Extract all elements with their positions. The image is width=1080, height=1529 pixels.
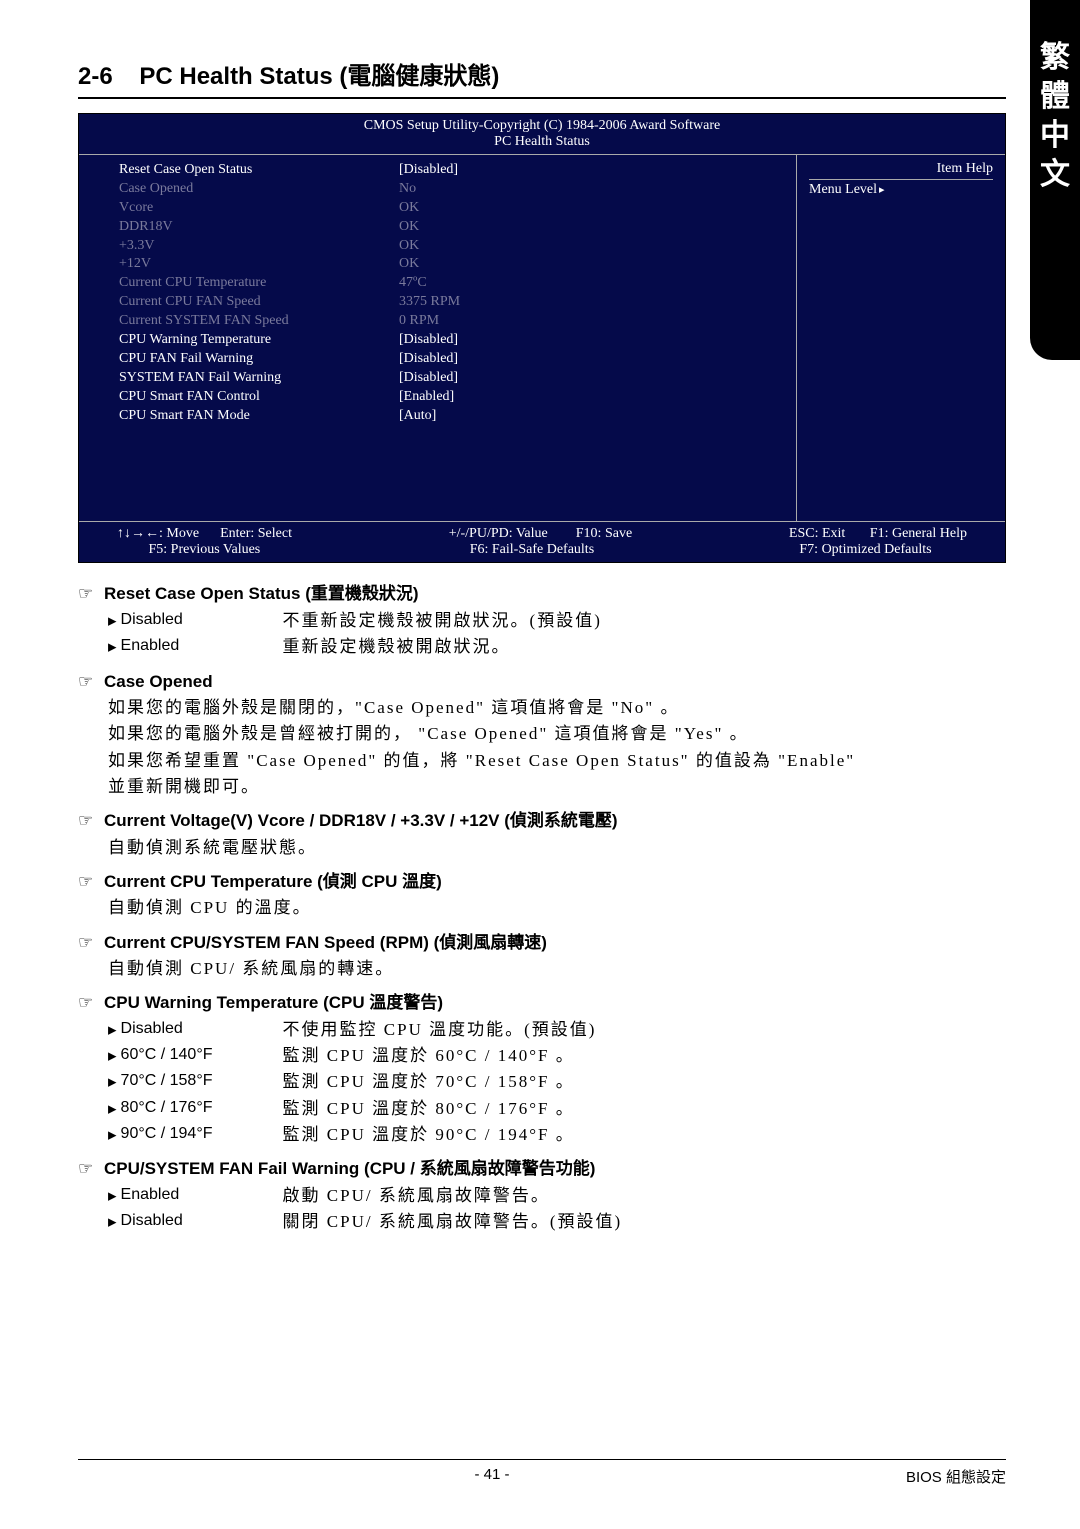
section-title: 2-6 PC Health Status (電腦健康狀態) — [78, 56, 1006, 91]
bios-setting-row: CPU FAN Fail Warning[Disabled] — [119, 350, 796, 369]
doc-description: 自動偵測 CPU/ 系統風扇的轉速。 — [78, 956, 1006, 982]
bios-setting-value: [Enabled] — [399, 388, 454, 407]
bios-setting-row: +3.3VOK — [119, 237, 796, 256]
bios-setting-row: Current CPU Temperature47ºC — [119, 274, 796, 293]
bios-setting-row: CPU Smart FAN Mode[Auto] — [119, 407, 796, 426]
bios-setting-label: CPU FAN Fail Warning — [119, 350, 399, 369]
doc-option-row: ▸Enabled重新設定機殼被開啟狀況。 — [78, 634, 1006, 660]
doc-item-heading: ☞ CPU/SYSTEM FAN Fail Warning (CPU / 系統風… — [78, 1156, 1006, 1182]
bios-setting-value: [Disabled] — [399, 161, 458, 180]
bios-help-panel: Item Help Menu Level — [797, 155, 1005, 521]
bios-setting-label: Case Opened — [119, 180, 399, 199]
bios-setting-value: No — [399, 180, 416, 199]
bios-setting-row: CPU Warning Temperature[Disabled] — [119, 331, 796, 350]
bios-setting-row: Current SYSTEM FAN Speed0 RPM — [119, 312, 796, 331]
doc-option-row: ▸Enabled啟動 CPU/ 系統風扇故障警告。 — [78, 1183, 1006, 1209]
bios-setting-row: +12VOK — [119, 255, 796, 274]
page-footer: - 41 - BIOS 組態設定 — [78, 1459, 1006, 1487]
bios-settings-panel: Reset Case Open Status[Disabled]Case Ope… — [79, 155, 797, 521]
bios-setting-value: [Auto] — [399, 407, 436, 426]
bios-header-line: PC Health Status — [79, 134, 1005, 150]
doc-option-row: ▸70°C / 158°F監測 CPU 溫度於 70°C / 158°F 。 — [78, 1069, 1006, 1095]
bios-setting-value: [Disabled] — [399, 369, 458, 388]
doc-option-row: ▸90°C / 194°F監測 CPU 溫度於 90°C / 194°F 。 — [78, 1122, 1006, 1148]
doc-item-heading: ☞ Current Voltage(V) Vcore / DDR18V / +3… — [78, 808, 1006, 834]
bios-header-line: CMOS Setup Utility-Copyright (C) 1984-20… — [79, 118, 1005, 134]
bios-setting-label: Vcore — [119, 199, 399, 218]
bios-setting-label: +12V — [119, 255, 399, 274]
bios-setting-value: OK — [399, 218, 419, 237]
bios-setting-label: +3.3V — [119, 237, 399, 256]
bios-setting-label: Current SYSTEM FAN Speed — [119, 312, 399, 331]
bios-header: CMOS Setup Utility-Copyright (C) 1984-20… — [79, 114, 1005, 155]
section-underline — [78, 97, 1006, 99]
bios-setting-row: Current CPU FAN Speed3375 RPM — [119, 293, 796, 312]
footer-right: BIOS 組態設定 — [906, 1466, 1006, 1487]
bios-setting-row: SYSTEM FAN Fail Warning[Disabled] — [119, 369, 796, 388]
bios-screenshot: CMOS Setup Utility-Copyright (C) 1984-20… — [78, 113, 1006, 563]
doc-description: 並重新開機即可。 — [78, 774, 1006, 800]
doc-description: 如果您的電腦外殼是曾經被打開的， "Case Opened" 這項值將會是 "Y… — [78, 721, 1006, 747]
bios-setting-label: DDR18V — [119, 218, 399, 237]
bios-footer: ↑↓→←: Move Enter: Select F5: Previous Va… — [79, 521, 1005, 562]
page-number: - 41 - — [474, 1466, 509, 1487]
doc-option-row: ▸60°C / 140°F監測 CPU 溫度於 60°C / 140°F 。 — [78, 1043, 1006, 1069]
doc-description: 自動偵測系統電壓狀態。 — [78, 835, 1006, 861]
bios-setting-value: OK — [399, 255, 419, 274]
bios-setting-label: Reset Case Open Status — [119, 161, 399, 180]
side-language-tab: 繁 體 中 文 — [1030, 0, 1080, 360]
bios-footer-col: +/-/PU/PD: Value F10: Save F6: Fail-Safe… — [449, 526, 632, 558]
doc-item-heading: ☞ Current CPU/SYSTEM FAN Speed (RPM) (偵測… — [78, 930, 1006, 956]
bios-setting-value: 0 RPM — [399, 312, 439, 331]
bios-setting-label: CPU Smart FAN Control — [119, 388, 399, 407]
bios-setting-label: Current CPU Temperature — [119, 274, 399, 293]
side-char: 繁 — [1040, 38, 1070, 77]
side-char: 文 — [1040, 155, 1070, 194]
bios-setting-label: CPU Smart FAN Mode — [119, 407, 399, 426]
doc-item-heading: ☞ CPU Warning Temperature (CPU 溫度警告) — [78, 990, 1006, 1016]
doc-item-heading: ☞ Case Opened — [78, 669, 1006, 695]
bios-setting-value: [Disabled] — [399, 350, 458, 369]
bios-footer-col: ESC: Exit F1: General Help F7: Optimized… — [789, 526, 967, 558]
bios-setting-row: Case OpenedNo — [119, 180, 796, 199]
bios-footer-col: ↑↓→←: Move Enter: Select F5: Previous Va… — [117, 526, 292, 558]
doc-option-row: ▸80°C / 176°F監測 CPU 溫度於 80°C / 176°F 。 — [78, 1096, 1006, 1122]
bios-setting-label: Current CPU FAN Speed — [119, 293, 399, 312]
bios-setting-row: Reset Case Open Status[Disabled] — [119, 161, 796, 180]
bios-setting-value: OK — [399, 199, 419, 218]
doc-description: 自動偵測 CPU 的溫度。 — [78, 895, 1006, 921]
bios-setting-row: CPU Smart FAN Control[Enabled] — [119, 388, 796, 407]
bios-setting-row: VcoreOK — [119, 199, 796, 218]
bios-setting-value: 47ºC — [399, 274, 427, 293]
bios-menu-level: Menu Level — [809, 182, 993, 198]
bios-setting-label: SYSTEM FAN Fail Warning — [119, 369, 399, 388]
bios-setting-value: OK — [399, 237, 419, 256]
bios-setting-value: [Disabled] — [399, 331, 458, 350]
doc-item-heading: ☞ Reset Case Open Status (重置機殼狀況) — [78, 581, 1006, 607]
doc-item-heading: ☞ Current CPU Temperature (偵測 CPU 溫度) — [78, 869, 1006, 895]
side-char: 中 — [1040, 116, 1070, 155]
bios-setting-row: DDR18VOK — [119, 218, 796, 237]
doc-option-row: ▸Disabled關閉 CPU/ 系統風扇故障警告。(預設值) — [78, 1209, 1006, 1235]
bios-item-help: Item Help — [809, 161, 993, 180]
doc-description: 如果您希望重置 "Case Opened" 的值，將 "Reset Case O… — [78, 748, 1006, 774]
bios-setting-label: CPU Warning Temperature — [119, 331, 399, 350]
doc-description: 如果您的電腦外殼是關閉的，"Case Opened" 這項值將會是 "No" 。 — [78, 695, 1006, 721]
doc-option-row: ▸Disabled不使用監控 CPU 溫度功能。(預設值) — [78, 1017, 1006, 1043]
doc-option-row: ▸Disabled不重新設定機殼被開啟狀況。(預設值) — [78, 608, 1006, 634]
bios-setting-value: 3375 RPM — [399, 293, 460, 312]
side-char: 體 — [1040, 77, 1070, 116]
